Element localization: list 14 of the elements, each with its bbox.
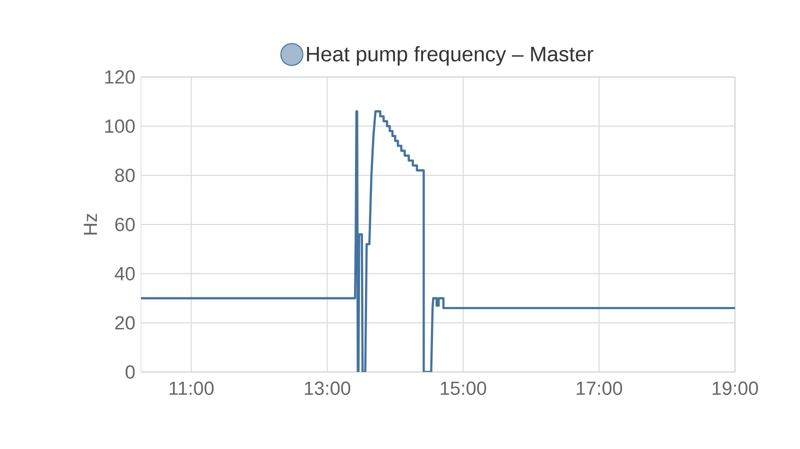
y-tick-label: 20: [115, 316, 135, 330]
y-tick-label: 120: [105, 70, 135, 84]
y-tick-label: 0: [126, 365, 135, 379]
x-tick-label: 15:00: [440, 382, 486, 395]
y-tick-label: 80: [115, 168, 135, 182]
x-tick-label: 17:00: [576, 382, 622, 395]
x-tick-label: 11:00: [170, 382, 214, 395]
x-tick-label: 19:00: [712, 382, 758, 395]
y-tick-label: 40: [114, 266, 135, 280]
x-tick-label: 13:00: [304, 382, 350, 395]
y-tick-label: 60: [115, 218, 135, 232]
y-axis-title: Hz: [84, 214, 97, 235]
y-tick-label: 100: [105, 119, 135, 133]
legend-label: Heat pump frequency – Master: [307, 46, 594, 66]
